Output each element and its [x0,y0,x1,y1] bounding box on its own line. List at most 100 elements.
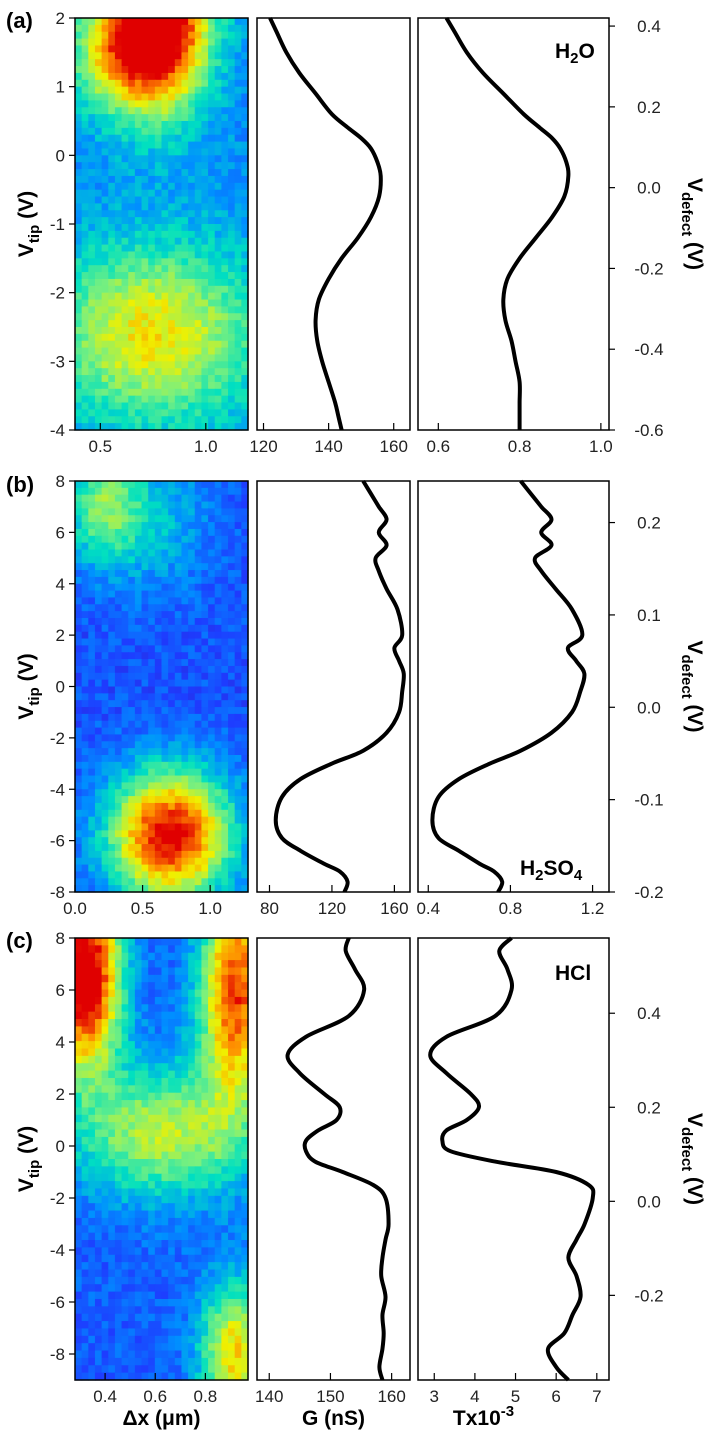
heatmap-cell [101,237,109,246]
heatmap-cell [188,638,196,646]
heatmap-cell [174,327,183,335]
heatmap-cell [228,665,236,674]
heatmap-cell [141,100,149,108]
heatmap-cell [114,508,123,516]
heatmap-cell [234,945,242,954]
heatmap-cell [174,224,183,232]
heatmap-cell [234,1328,242,1337]
heatmap-cell [101,679,109,688]
heatmap-cell [154,86,163,95]
heatmap-cell [241,278,249,287]
heatmap-cell [168,864,176,873]
heatmap-cell [121,1306,129,1315]
heatmap-cell [134,66,143,74]
heatmap-cell [161,24,169,33]
heatmap-cell [114,1070,123,1079]
heatmap-cell [241,996,249,1005]
heatmap-cell [234,1357,242,1366]
heatmap-cell [114,203,123,211]
heatmap-cell [75,850,83,859]
heatmap-cell [208,333,216,342]
heatmap-cell [101,1240,109,1248]
heatmap-cell [188,952,196,961]
heatmap-cell [108,952,116,961]
heatmap-cell [88,768,96,777]
y-tick-label: -1 [50,215,65,234]
heatmap-cell [94,775,103,783]
panel-label: (b) [6,472,34,497]
heatmap-cell [101,333,109,342]
heatmap-cell [181,1166,189,1175]
heatmap-cell [194,258,203,266]
heatmap-cell [174,114,183,122]
heatmap-cell [88,121,96,129]
heatmap-cell [101,1276,109,1285]
x-tick-label: 5 [511,1387,520,1406]
heatmap-cell [201,1048,209,1057]
heatmap-cell [228,549,236,557]
heatmap-cell [208,121,216,129]
heatmap-cell [148,672,156,681]
heatmap-cell [88,645,96,653]
heatmap-cell [75,652,83,660]
heatmap-cell [194,1232,203,1241]
heatmap-cell [234,1048,242,1057]
heatmap-cell [128,809,136,818]
heatmap-cell [141,244,149,253]
heatmap-cell [148,989,156,998]
heatmap-cell [148,850,156,859]
heatmap-cell [188,1365,196,1374]
heatmap-cell [228,631,236,640]
heatmap-cell [214,755,222,763]
heatmap-cell [128,1070,136,1079]
heatmap-cell [88,1262,96,1271]
heatmap-cell [148,1100,156,1109]
heatmap-cell [188,549,196,557]
heatmap-cell [108,782,116,790]
heatmap-cell [88,107,96,115]
heatmap-cell [108,1262,116,1271]
heatmap-cell [81,1313,89,1322]
heatmap-cell [221,967,229,976]
heatmap-cell [88,938,96,946]
heatmap-cell [108,693,116,701]
heatmap-cell [75,1262,83,1271]
heatmap-cell [214,611,222,619]
heatmap-cell [234,162,242,170]
heatmap-cell [141,388,149,397]
heatmap-cell [181,1357,189,1366]
heatmap-cell [114,416,123,424]
heatmap-cell [188,871,196,879]
heatmap-cell [174,501,183,509]
heatmap-cell [148,1210,156,1219]
heatmap-cell [168,1144,176,1153]
heatmap-cell [234,960,242,969]
heatmap-cell [94,416,103,424]
heatmap-cell [214,347,222,356]
heatmap-cell [154,700,163,708]
heatmap-cell [194,1357,203,1366]
heatmap-cell [181,563,189,571]
heatmap-cell [161,1328,169,1337]
heatmap-cell [234,563,242,571]
heatmap-cell [208,563,216,571]
heatmap-cell [181,79,189,88]
heatmap-cell [194,361,203,369]
heatmap-cell [208,535,216,544]
heatmap-cell [161,508,169,516]
heatmap-cell [101,79,109,88]
heatmap-cell [188,823,196,831]
heatmap-cell [174,624,183,633]
heatmap-cell [201,885,209,893]
heatmap-cell [174,1335,183,1344]
heatmap-cell [154,18,163,26]
heatmap-cell [114,230,123,239]
heatmap-cell [81,748,89,756]
heatmap-cell [128,1372,136,1381]
heatmap-cell [194,871,203,879]
heatmap-cell [241,299,249,307]
heatmap-cell [94,713,103,722]
heatmap-cell [108,24,116,33]
heatmap-cell [114,251,123,259]
heatmap-cell [134,1240,143,1248]
